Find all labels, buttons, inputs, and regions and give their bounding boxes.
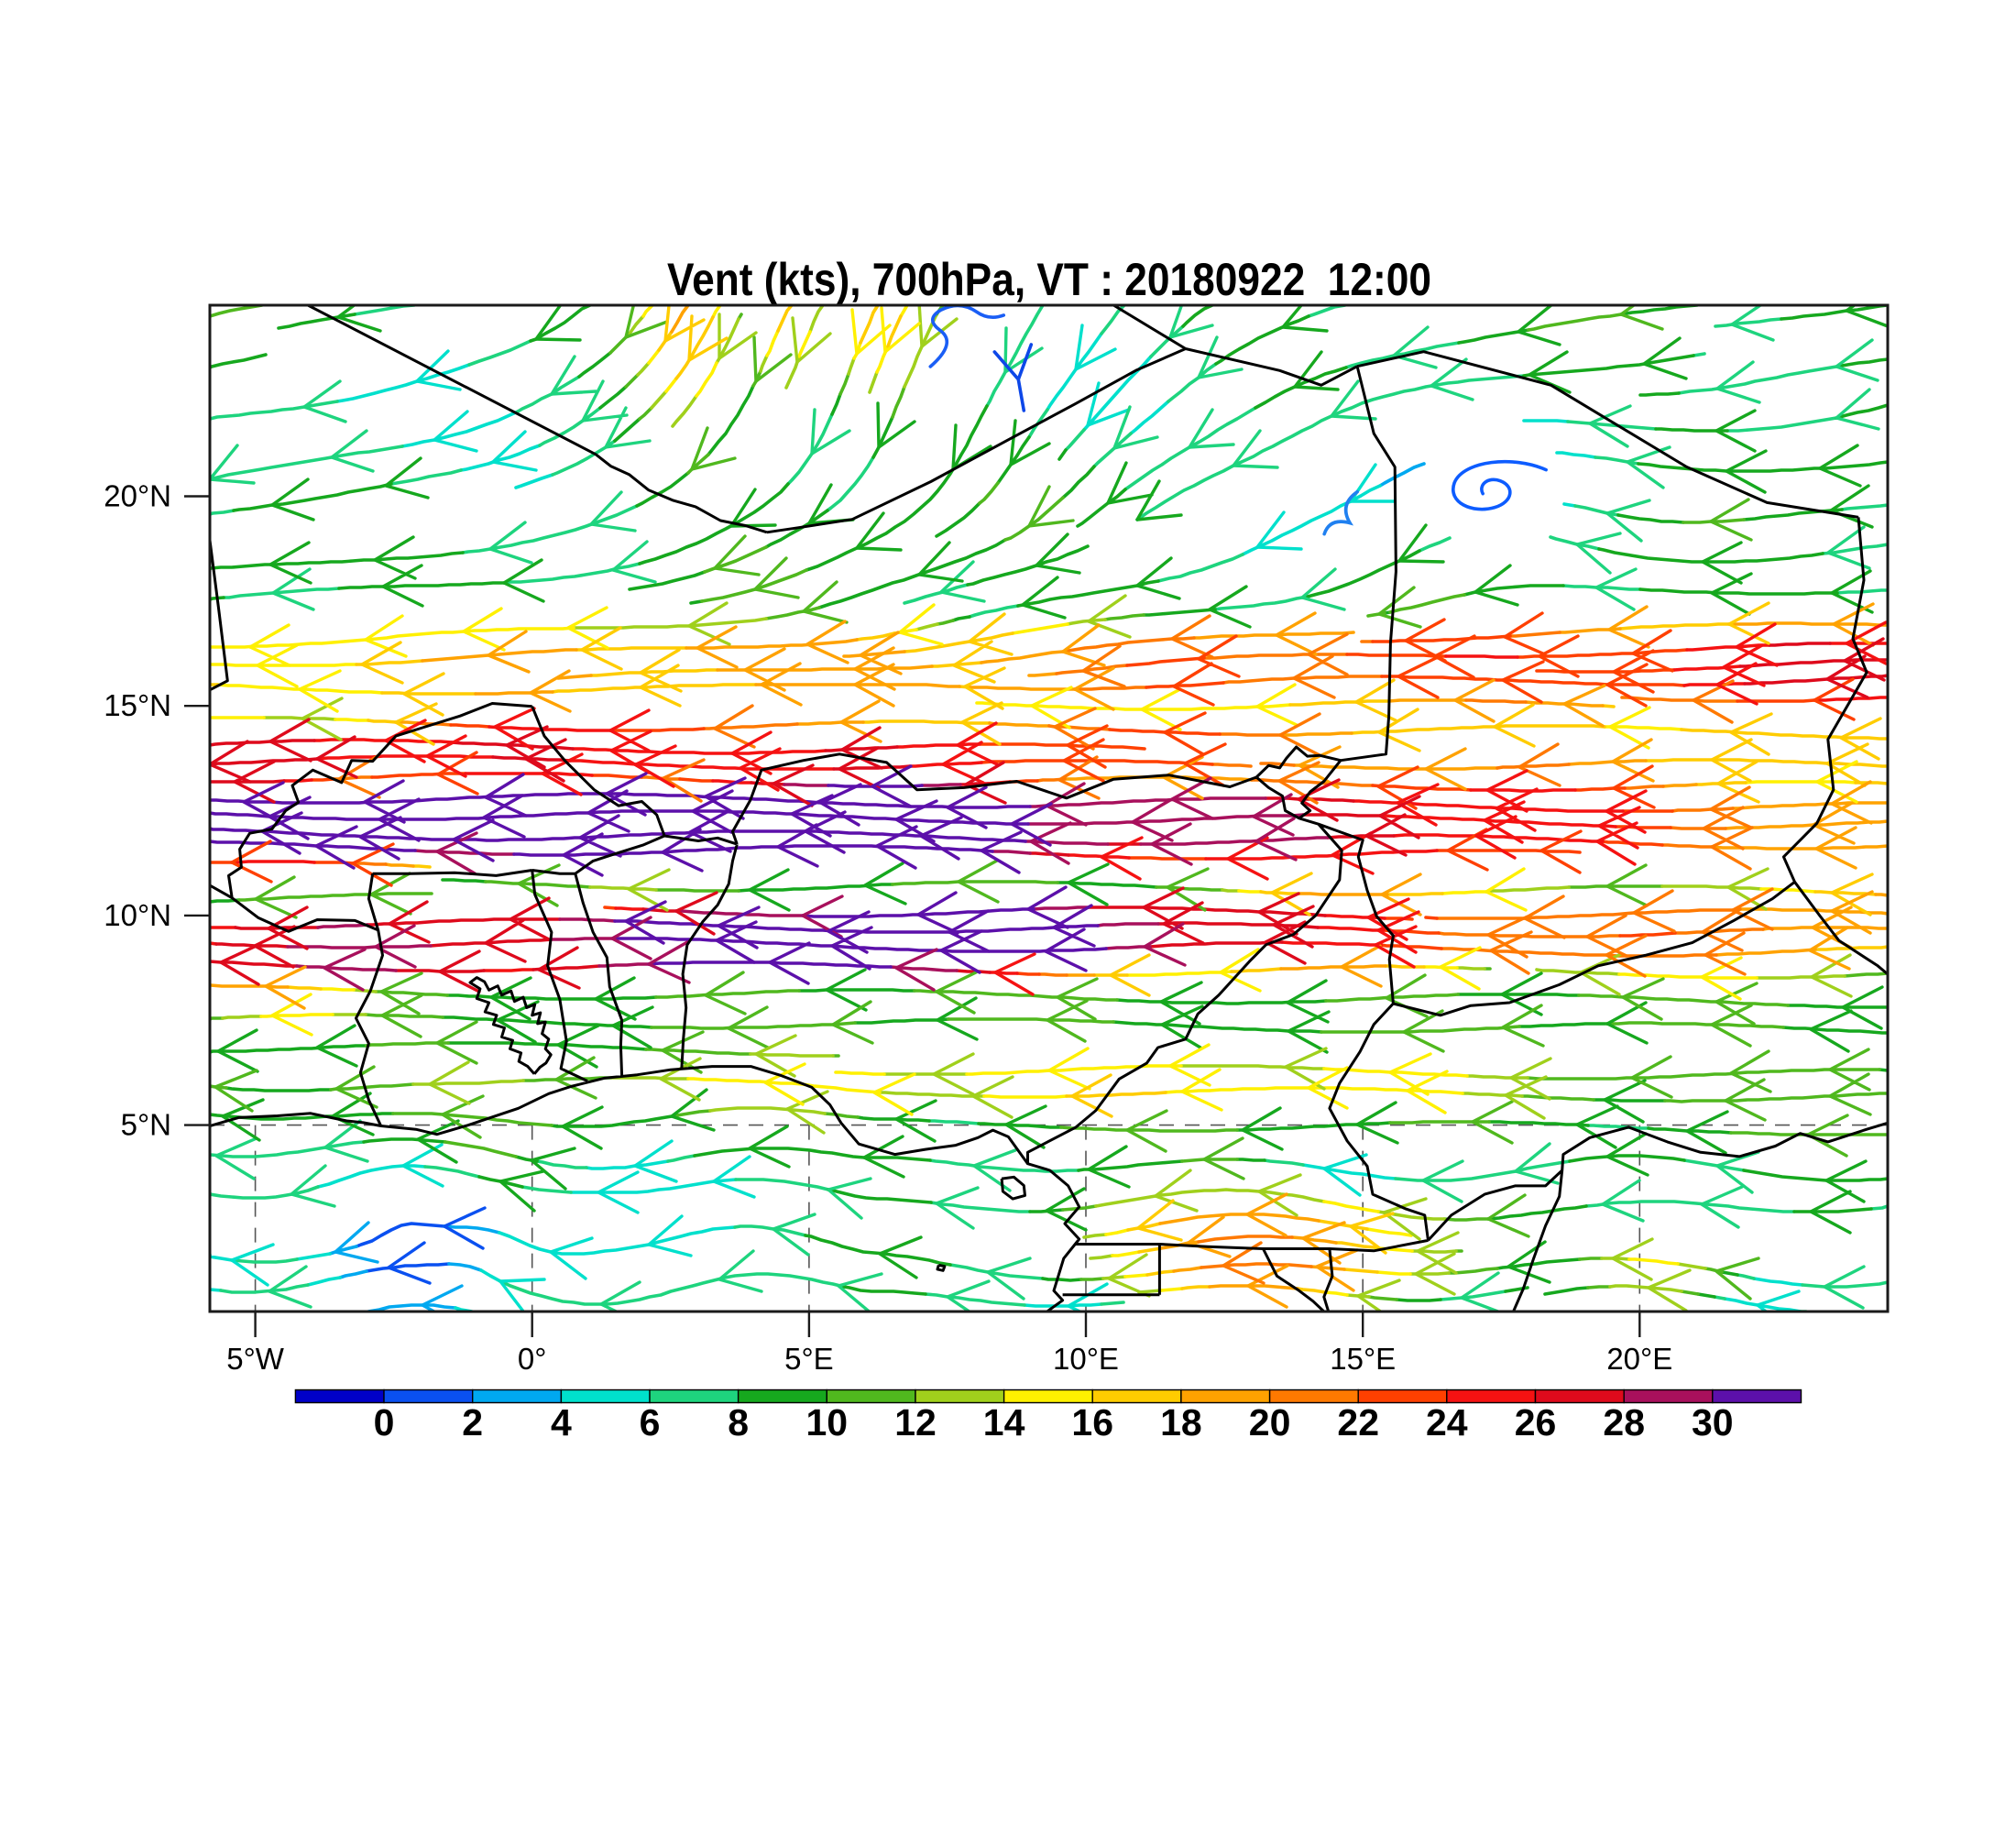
- svg-text:15°E: 15°E: [1330, 1342, 1396, 1376]
- svg-text:26: 26: [1515, 1401, 1557, 1443]
- svg-text:16: 16: [1071, 1401, 1113, 1443]
- svg-text:4: 4: [551, 1401, 572, 1443]
- svg-text:14: 14: [983, 1401, 1025, 1443]
- svg-text:18: 18: [1160, 1401, 1202, 1443]
- svg-text:20: 20: [1249, 1401, 1291, 1443]
- svg-text:10: 10: [805, 1401, 848, 1443]
- svg-text:10°N: 10°N: [104, 898, 171, 932]
- svg-text:Vent (kts), 700hPa, VT : 20180: Vent (kts), 700hPa, VT : 20180922 12:00: [667, 254, 1431, 305]
- svg-text:5°N: 5°N: [121, 1108, 171, 1142]
- svg-text:28: 28: [1603, 1401, 1645, 1443]
- svg-text:0°: 0°: [518, 1342, 547, 1376]
- svg-text:8: 8: [728, 1401, 749, 1443]
- svg-text:30: 30: [1692, 1401, 1734, 1443]
- svg-text:12: 12: [894, 1401, 937, 1443]
- svg-text:6: 6: [640, 1401, 661, 1443]
- svg-text:5°W: 5°W: [226, 1342, 285, 1376]
- svg-text:0: 0: [374, 1401, 395, 1443]
- svg-text:5°E: 5°E: [784, 1342, 834, 1376]
- svg-text:20°E: 20°E: [1606, 1342, 1672, 1376]
- svg-text:15°N: 15°N: [104, 688, 171, 722]
- svg-text:20°N: 20°N: [104, 479, 171, 513]
- svg-text:24: 24: [1426, 1401, 1468, 1443]
- svg-text:10°E: 10°E: [1053, 1342, 1119, 1376]
- svg-text:2: 2: [462, 1401, 483, 1443]
- svg-text:22: 22: [1337, 1401, 1379, 1443]
